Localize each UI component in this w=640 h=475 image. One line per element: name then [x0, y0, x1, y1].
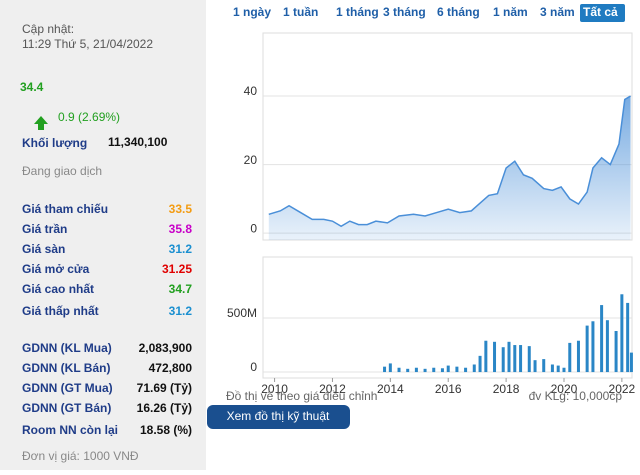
unit-note: Đơn vị giá: 1000 VNĐ: [22, 449, 139, 463]
range-button[interactable]: 1 tháng: [336, 5, 379, 19]
volume-bar: [397, 367, 401, 373]
volume-bar: [519, 345, 523, 373]
volume-bar: [620, 294, 624, 373]
volume-bar: [501, 347, 505, 373]
volume-bar: [576, 340, 580, 373]
stat-label: Giá thấp nhất: [22, 304, 99, 318]
volume-bar: [626, 302, 630, 373]
volume-bar: [605, 320, 609, 373]
range-button[interactable]: 1 tuần: [283, 5, 318, 19]
x-tick-label: 2010: [261, 382, 288, 396]
volume-bar: [533, 360, 537, 373]
volume-bar: [493, 341, 497, 373]
range-button[interactable]: Tất cả: [583, 5, 618, 19]
foreign-label: GDNN (KL Mua): [22, 341, 112, 355]
range-button[interactable]: 3 năm: [540, 5, 575, 19]
x-tick-label: 2016: [435, 382, 462, 396]
volume-bar: [455, 366, 459, 373]
volume-bar: [568, 342, 572, 373]
volume-bar: [478, 355, 482, 373]
volume-bar: [464, 367, 468, 373]
stat-value: 31.2: [169, 304, 193, 318]
stat-value: 33.5: [169, 202, 193, 216]
volume: 11,340,100: [108, 135, 168, 149]
chart-button-bg[interactable]: [207, 405, 350, 429]
range-button[interactable]: 1 ngày: [233, 5, 271, 19]
plot-area: [262, 256, 633, 379]
volume-bar: [542, 359, 546, 373]
price: 34.4: [20, 80, 44, 94]
price-change: 0.9 (2.69%): [58, 110, 120, 124]
y-tick-label: 20: [244, 153, 258, 167]
foreign-label: GDNN (GT Bán): [22, 401, 111, 415]
y-tick-label: 0: [250, 221, 257, 235]
stat-value: 31.2: [169, 242, 193, 256]
foreign-value: 472,800: [149, 361, 193, 375]
foreign-value: 16.26 (Tỷ): [137, 401, 192, 415]
volume-bar: [591, 321, 595, 373]
volume-bar: [629, 352, 633, 373]
status: Đang giao dịch: [22, 164, 102, 178]
volume-bar: [432, 367, 436, 373]
volume-bar: [562, 367, 566, 373]
foreign-label: GDNN (KL Bán): [22, 361, 110, 375]
info-panel: [0, 0, 206, 470]
volume-bar: [388, 363, 392, 373]
volume-bar: [472, 364, 476, 373]
stat-value: 34.7: [169, 282, 193, 296]
range-button[interactable]: 6 tháng: [437, 5, 480, 19]
stat-label: Giá sàn: [22, 242, 65, 256]
range-button-bg[interactable]: [580, 4, 625, 22]
updated-label: Cập nhật:: [22, 22, 74, 36]
stat-label: Giá cao nhất: [22, 282, 94, 296]
x-tick-label: 2018: [493, 382, 520, 396]
foreign-value: 2,083,900: [139, 341, 193, 355]
volume-bar: [600, 305, 604, 373]
stat-label: Giá tham chiếu: [22, 202, 108, 216]
foreign-value: 71.69 (Tỷ): [137, 381, 192, 395]
volume-bar: [550, 364, 554, 373]
volume-bar: [423, 368, 427, 373]
volume-bar: [527, 346, 531, 373]
y-tick-label: 40: [244, 84, 258, 98]
stat-value: 31.25: [162, 262, 192, 276]
up-arrow: [34, 116, 48, 130]
volume-bar: [484, 340, 488, 373]
y-tick-label: 0: [250, 360, 257, 374]
volume-label: Khối lượng: [22, 136, 87, 150]
x-tick-label: 2014: [377, 382, 404, 396]
volume-bar: [513, 345, 517, 373]
volume-bar: [406, 368, 410, 373]
volume-bar: [440, 368, 444, 373]
volume-bar: [614, 331, 618, 373]
stat-label: Giá mở cửa: [22, 262, 90, 276]
foreign-label: Room NN còn lại: [22, 423, 118, 437]
range-button[interactable]: 3 tháng: [383, 5, 426, 19]
note-left: Đồ thị vẽ theo giá điều chỉnh: [226, 389, 377, 403]
x-tick-label: 2012: [319, 382, 346, 396]
x-tick-label: 2020: [551, 382, 578, 396]
price-area: [268, 96, 631, 240]
price-line: [268, 95, 631, 228]
volume-bar: [383, 366, 387, 373]
stat-label: Giá trần: [22, 222, 67, 236]
volume-bar: [585, 325, 589, 373]
volume-bar: [507, 341, 511, 373]
volume-bar: [446, 365, 450, 373]
foreign-label: GDNN (GT Mua): [22, 381, 113, 395]
volume-bar: [414, 367, 418, 373]
chart-button[interactable]: Xem đồ thị kỹ thuật: [227, 409, 330, 423]
foreign-value: 18.58 (%): [140, 423, 192, 437]
volume-bar: [556, 365, 560, 373]
updated-time: 11:29 Thứ 5, 21/04/2022: [22, 37, 153, 51]
y-tick-label: 500M: [227, 306, 257, 320]
x-tick-label: 2022: [609, 382, 636, 396]
range-button[interactable]: 1 năm: [493, 5, 528, 19]
stat-value: 35.8: [169, 222, 193, 236]
note-right: đv KLg: 10,000cp: [529, 389, 623, 403]
